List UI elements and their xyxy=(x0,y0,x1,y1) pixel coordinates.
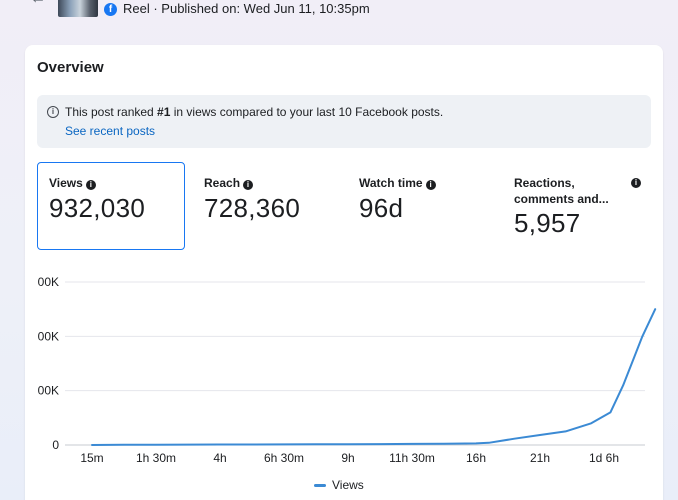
metric-label-text: Views xyxy=(49,176,83,190)
x-tick-label: 1d 6h xyxy=(589,451,619,465)
y-tick-label: 0 xyxy=(52,438,59,452)
metric-tile-reactions[interactable]: Reactions, comments and... i 5,957 xyxy=(503,162,643,250)
metric-label-watch-time: Watch time i xyxy=(359,175,436,191)
info-filled-icon[interactable]: i xyxy=(85,180,96,190)
facebook-icon: f xyxy=(104,3,117,16)
y-tick-label: 00K xyxy=(38,275,59,289)
x-tick-label: 9h xyxy=(341,451,354,465)
notice-text: This post ranked #1 in views compared to… xyxy=(65,105,443,120)
back-arrow-icon[interactable]: ← xyxy=(30,0,46,7)
info-filled-icon[interactable]: i xyxy=(631,178,641,188)
see-recent-posts-link[interactable]: See recent posts xyxy=(65,124,156,138)
info-filled-icon[interactable]: i xyxy=(425,180,436,190)
metric-tile-reach[interactable]: Reach i 728,360 xyxy=(193,162,341,250)
post-meta-text: Reel · Published on: Wed Jun 11, 10:35pm xyxy=(123,1,370,16)
metric-value-reach: 728,360 xyxy=(204,193,301,223)
metric-label-text: Reach xyxy=(204,176,241,190)
legend-swatch-views xyxy=(314,484,326,487)
info-filled-icon[interactable]: i xyxy=(243,180,254,190)
metric-label-reach: Reach i xyxy=(204,175,254,191)
x-tick-label: 21h xyxy=(530,451,550,465)
metric-tile-views[interactable]: Views i 932,030 xyxy=(37,162,185,250)
notice-prefix: This post ranked xyxy=(65,105,158,119)
x-tick-label: 6h 30m xyxy=(264,451,304,465)
reel-thumbnail[interactable] xyxy=(58,0,98,17)
x-tick-label: 15m xyxy=(80,451,103,465)
x-tick-label: 4h xyxy=(213,451,226,465)
x-tick-label: 1h 30m xyxy=(136,451,176,465)
y-tick-label: 00K xyxy=(38,384,59,398)
info-icon: i xyxy=(47,106,59,118)
y-tick-label: 00K xyxy=(38,329,59,343)
views-line-chart: 00K 00K 00K 0 15m 1h 30m 4h 6h 30m 9h 11h 30m 16h 2… xyxy=(38,275,657,465)
metric-value-views: 932,030 xyxy=(49,193,146,223)
legend-label-views: Views xyxy=(332,478,364,492)
overview-card: Overview i This post ranked #1 in views … xyxy=(25,45,663,500)
ranking-notice: i This post ranked #1 in views compared … xyxy=(37,95,651,148)
post-header: ← f Reel · Published on: Wed Jun 11, 10:… xyxy=(0,0,678,30)
metric-label-text: Watch time xyxy=(359,176,423,190)
metric-tile-watch-time[interactable]: Watch time i 96d xyxy=(348,162,496,250)
x-tick-label: 11h 30m xyxy=(389,451,435,465)
metric-value-watch-time: 96d xyxy=(359,193,404,223)
metric-label-reactions: Reactions, comments and... xyxy=(514,176,609,206)
metric-value-reactions: 5,957 xyxy=(514,208,581,238)
series-line-views xyxy=(91,308,657,446)
notice-rank: #1 xyxy=(157,105,171,119)
x-tick-label: 16h xyxy=(466,451,486,465)
overview-title: Overview xyxy=(37,59,104,76)
notice-suffix: in views compared to your last 10 Facebo… xyxy=(170,105,444,119)
metric-label-views: Views i xyxy=(49,175,96,191)
